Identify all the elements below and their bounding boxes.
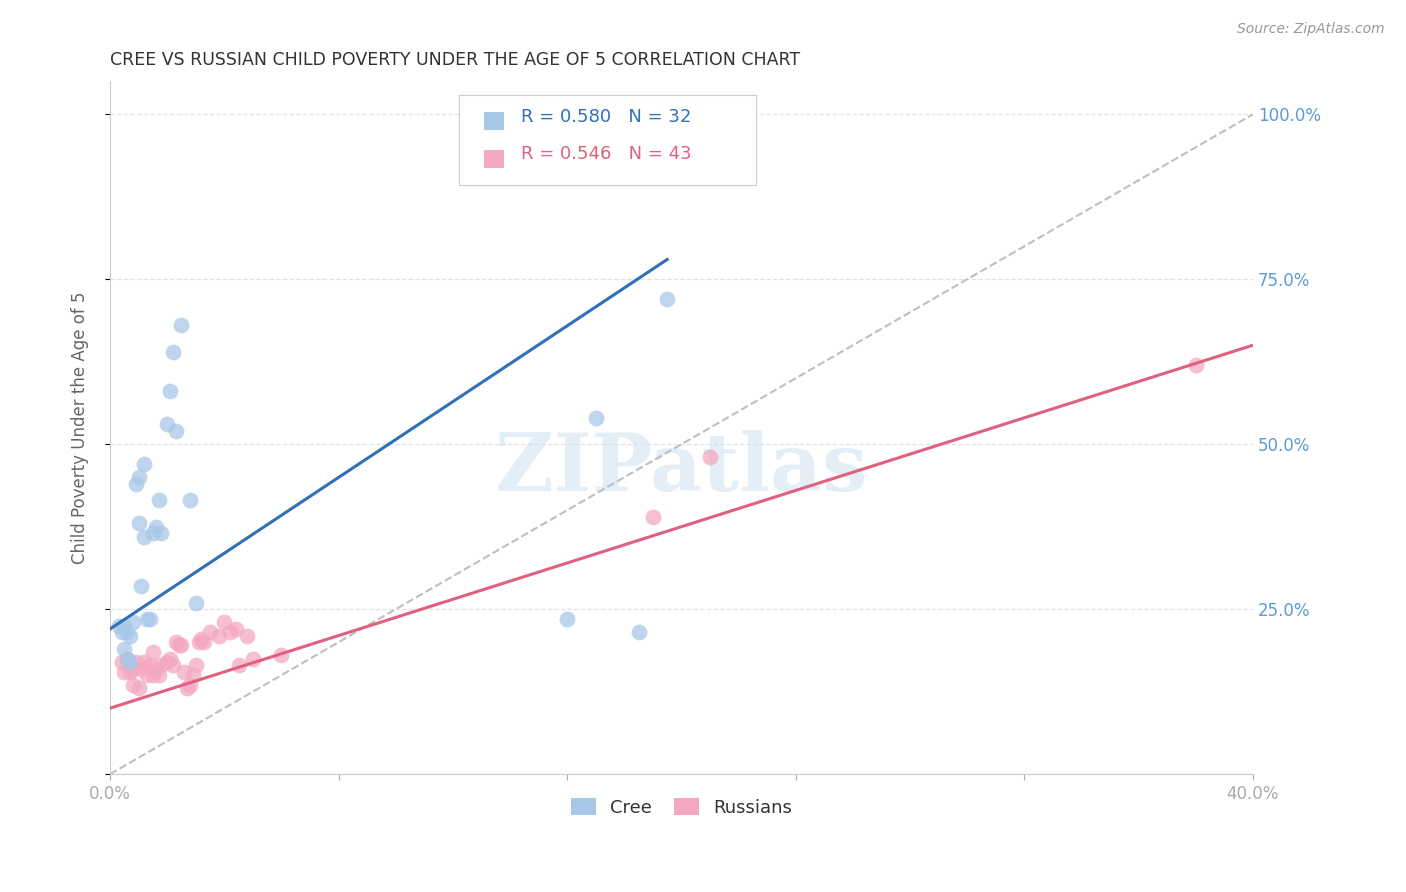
Point xyxy=(228,658,250,673)
Y-axis label: Child Poverty Under the Age of 5: Child Poverty Under the Age of 5 xyxy=(72,292,89,564)
Point xyxy=(187,635,209,649)
Point xyxy=(120,655,142,669)
Point xyxy=(136,612,159,626)
Point xyxy=(122,615,145,630)
Point xyxy=(120,629,142,643)
Point xyxy=(156,417,179,432)
Point xyxy=(156,655,179,669)
Point xyxy=(125,655,148,669)
Point xyxy=(107,618,129,632)
Point xyxy=(142,668,165,682)
Point xyxy=(162,658,184,673)
Point xyxy=(150,526,173,541)
Point xyxy=(131,662,153,676)
Point xyxy=(150,658,173,673)
Point xyxy=(219,625,242,640)
FancyBboxPatch shape xyxy=(458,95,756,186)
Point xyxy=(657,292,679,306)
Point xyxy=(184,658,207,673)
Point xyxy=(176,681,198,696)
Point xyxy=(112,641,135,656)
Point xyxy=(179,493,201,508)
Legend: Cree, Russians: Cree, Russians xyxy=(564,790,800,824)
Point xyxy=(139,658,162,673)
Text: ZIPatlas: ZIPatlas xyxy=(495,430,868,508)
Point xyxy=(198,625,221,640)
Point xyxy=(145,519,167,533)
Point xyxy=(125,476,148,491)
Point xyxy=(112,665,135,679)
Point xyxy=(115,651,138,665)
Point xyxy=(148,668,170,682)
Point xyxy=(699,450,721,465)
Text: R = 0.546   N = 43: R = 0.546 N = 43 xyxy=(522,145,692,163)
Point xyxy=(128,681,150,696)
Point xyxy=(181,668,204,682)
Point xyxy=(242,651,264,665)
Point xyxy=(134,530,156,544)
Point xyxy=(236,629,259,643)
Point xyxy=(1184,358,1206,372)
Point xyxy=(179,678,201,692)
Point xyxy=(148,493,170,508)
Point xyxy=(142,526,165,541)
Point xyxy=(120,665,142,679)
Point xyxy=(555,612,578,626)
Point xyxy=(136,668,159,682)
Point xyxy=(145,662,167,676)
Point xyxy=(110,655,132,669)
Point xyxy=(225,622,247,636)
Point xyxy=(270,648,292,663)
Point xyxy=(190,632,212,646)
Point xyxy=(170,318,193,333)
Point xyxy=(112,618,135,632)
Text: R = 0.580   N = 32: R = 0.580 N = 32 xyxy=(522,108,692,126)
Point xyxy=(165,424,187,438)
Point xyxy=(214,615,236,630)
FancyBboxPatch shape xyxy=(484,112,505,130)
Point xyxy=(134,457,156,471)
Point xyxy=(128,470,150,484)
Point xyxy=(585,410,607,425)
Point xyxy=(159,384,181,399)
Point xyxy=(159,651,181,665)
Point xyxy=(110,625,132,640)
Point xyxy=(641,509,664,524)
Point xyxy=(131,579,153,593)
Point xyxy=(170,639,193,653)
FancyBboxPatch shape xyxy=(484,151,505,168)
Point xyxy=(162,344,184,359)
Point xyxy=(165,635,187,649)
Point xyxy=(134,655,156,669)
Text: CREE VS RUSSIAN CHILD POVERTY UNDER THE AGE OF 5 CORRELATION CHART: CREE VS RUSSIAN CHILD POVERTY UNDER THE … xyxy=(110,51,800,69)
Point xyxy=(115,651,138,665)
Point xyxy=(122,662,145,676)
Point xyxy=(167,639,190,653)
Text: Source: ZipAtlas.com: Source: ZipAtlas.com xyxy=(1237,22,1385,37)
Point xyxy=(142,645,165,659)
Point xyxy=(115,625,138,640)
Point xyxy=(193,635,215,649)
Point xyxy=(139,612,162,626)
Point xyxy=(128,516,150,531)
Point xyxy=(122,678,145,692)
Point xyxy=(627,625,650,640)
Point xyxy=(184,596,207,610)
Point xyxy=(208,629,231,643)
Point xyxy=(173,665,195,679)
